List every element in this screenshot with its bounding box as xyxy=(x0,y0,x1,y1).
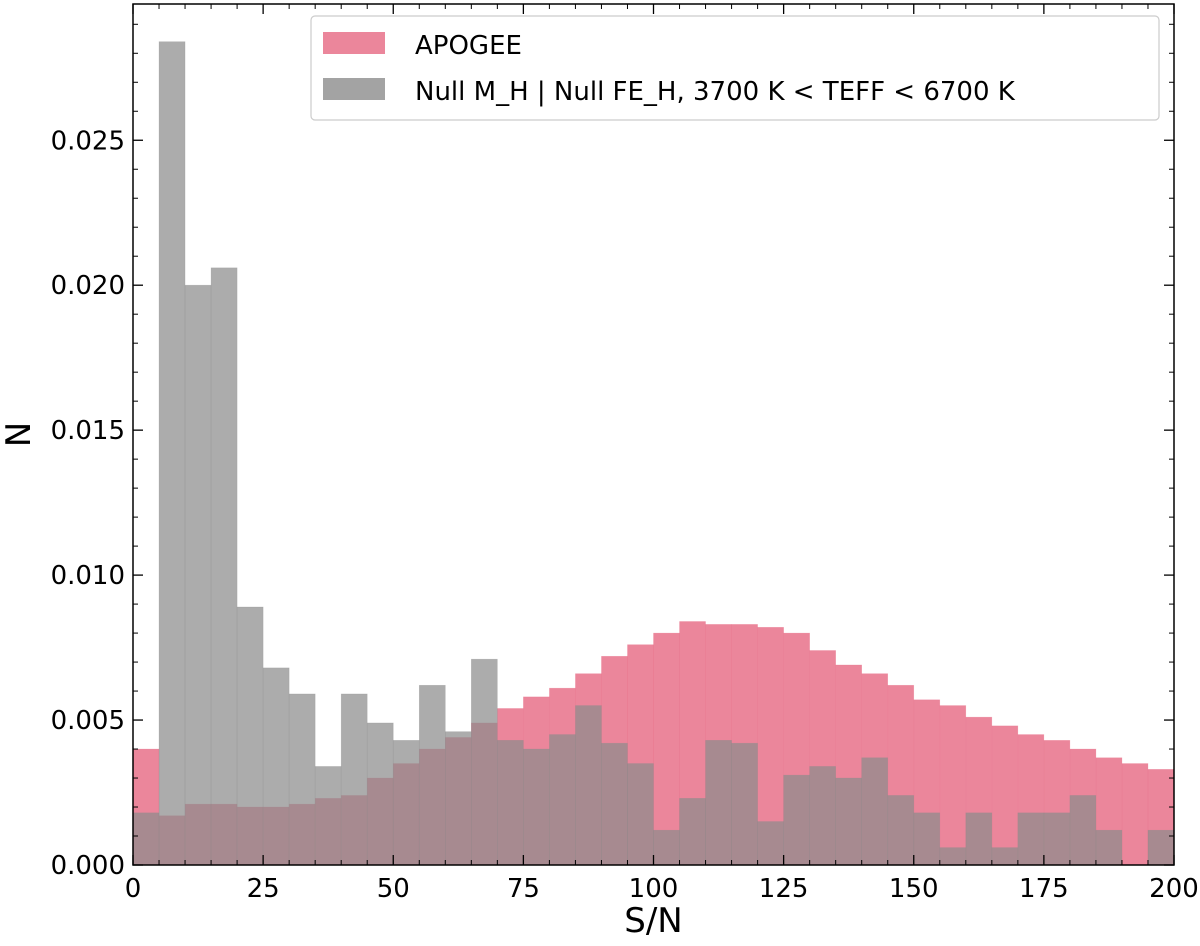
null-bar xyxy=(418,684,446,866)
null-bar xyxy=(887,795,915,866)
legend-swatch-apogee xyxy=(323,32,385,54)
legend-label-null: Null M_H | Null FE_H, 3700 K < TEFF < 67… xyxy=(415,77,1016,107)
y-tick-label: 0.020 xyxy=(51,271,125,301)
legend-label-apogee: APOGEE xyxy=(415,31,522,61)
null-bar xyxy=(575,705,602,866)
null-bar xyxy=(601,742,628,866)
y-tick-label: 0.005 xyxy=(51,706,125,736)
x-axis-label: S/N xyxy=(624,901,682,941)
null-bar xyxy=(1017,812,1045,866)
x-tick-label: 50 xyxy=(377,874,410,904)
apogee-bar xyxy=(939,705,967,866)
x-tick-label: 200 xyxy=(1149,874,1199,904)
null-bar xyxy=(939,847,967,866)
null-bar xyxy=(965,812,993,866)
null-bar xyxy=(835,777,862,866)
x-tick-label: 75 xyxy=(507,874,540,904)
null-bar xyxy=(1095,829,1123,866)
null-bar xyxy=(497,740,524,866)
null-bar xyxy=(549,734,576,866)
null-bar xyxy=(653,829,680,866)
null-bar xyxy=(392,740,420,866)
null-bar xyxy=(340,693,368,866)
x-tick-label: 25 xyxy=(247,874,280,904)
null-bar xyxy=(1069,795,1097,866)
null-bar xyxy=(158,41,186,866)
x-tick-label: 150 xyxy=(889,874,939,904)
legend-box xyxy=(310,15,1160,121)
legend: APOGEE Null M_H | Null FE_H, 3700 K < TE… xyxy=(310,15,1160,121)
null-bar xyxy=(184,284,212,866)
axis-ticks: 0 25 50 75 100 125 150 175 200 0.000 0.005 0.010 0.0… xyxy=(51,4,1199,904)
null-bar xyxy=(861,757,889,866)
null-bar xyxy=(132,812,160,866)
null-bar xyxy=(236,606,264,866)
null-bar xyxy=(366,722,394,866)
null-bar xyxy=(679,798,706,866)
plot-frame xyxy=(132,3,1175,866)
y-axis-label: N xyxy=(0,422,39,447)
null-bar xyxy=(523,748,550,866)
x-tick-label: 125 xyxy=(759,874,809,904)
null-bar xyxy=(1147,829,1175,866)
null-bar xyxy=(288,693,316,866)
null-bar xyxy=(783,774,810,866)
null-bar xyxy=(731,742,758,866)
x-tick-label: 100 xyxy=(629,874,679,904)
null-bar xyxy=(757,821,784,866)
apogee-bar xyxy=(1121,763,1149,866)
null-bar xyxy=(809,766,836,866)
y-tick-label: 0.010 xyxy=(51,561,125,591)
x-tick-label: 0 xyxy=(125,874,142,904)
apogee-bar xyxy=(991,725,1019,866)
null-bar xyxy=(1043,812,1071,866)
null-bar xyxy=(262,667,290,866)
null-bar xyxy=(627,763,654,866)
y-tick-label: 0.025 xyxy=(51,126,125,156)
apogee-bar xyxy=(653,632,680,866)
x-tick-label: 175 xyxy=(1019,874,1069,904)
legend-swatch-null xyxy=(323,78,385,100)
y-tick-label: 0.000 xyxy=(51,851,125,881)
null-bar xyxy=(705,740,732,866)
y-tick-label: 0.015 xyxy=(51,416,125,446)
null-bar xyxy=(314,766,342,866)
null-bar xyxy=(913,812,941,866)
null-bar xyxy=(444,731,472,866)
null-bar xyxy=(210,267,238,866)
null-bar xyxy=(471,658,498,866)
null-bars xyxy=(132,41,1175,866)
null-bar xyxy=(991,847,1019,866)
